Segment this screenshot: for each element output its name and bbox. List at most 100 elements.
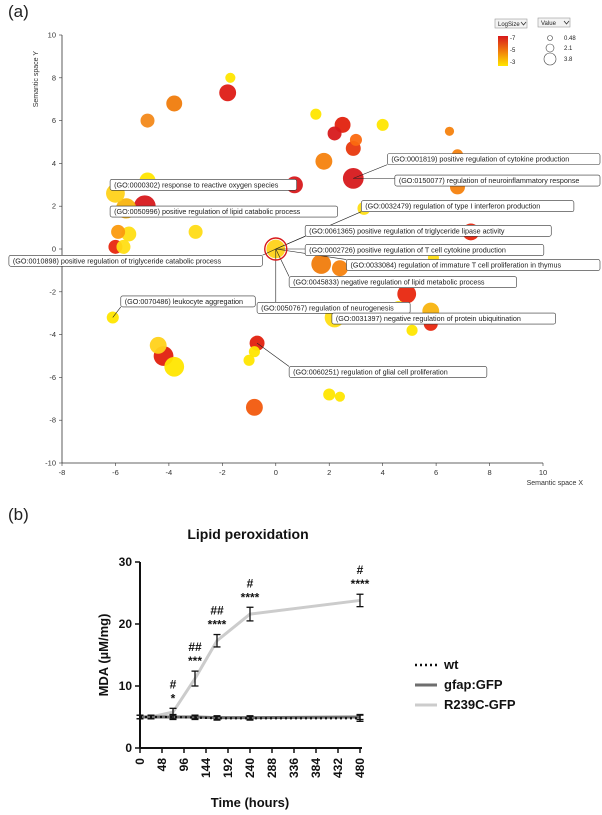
scatter-point[interactable] [315, 152, 333, 170]
panel-b-label: (b) [8, 505, 29, 524]
x-tick-label: 0 [274, 468, 278, 477]
x-tick-label: -8 [59, 468, 66, 477]
annotation-text: (GO:0050996) positive regulation of lipi… [114, 207, 301, 216]
annotation-leader-line [256, 342, 290, 367]
x-tick-label: 2 [327, 468, 331, 477]
annotation-box [120, 295, 256, 308]
annotation-box [346, 259, 601, 271]
go-term-annotation: (GO:0045833) negative regulation of lipi… [288, 276, 517, 288]
annotation-text: (GO:0031397) negative regulation of prot… [336, 314, 521, 323]
y-tick-label: -10 [45, 459, 56, 468]
scatter-point[interactable] [164, 356, 185, 377]
value-select[interactable] [537, 17, 571, 28]
y-tick-label: 4 [52, 159, 56, 168]
y-tick-label: -4 [49, 330, 56, 339]
annotation-leader-line [262, 248, 276, 256]
chart-legend: wt gfap:GFP R239C-GFP [415, 657, 516, 712]
y-tick-label: 10 [119, 679, 133, 693]
scatter-point[interactable] [376, 118, 389, 131]
annotation-box [109, 179, 297, 191]
scatter-point[interactable] [166, 95, 183, 112]
y-tick-label: 0 [52, 245, 56, 254]
y-tick-label: 10 [48, 31, 56, 40]
significance-label: **** [351, 577, 370, 591]
scatter-point[interactable] [225, 72, 236, 83]
scatter-point[interactable] [140, 113, 155, 128]
scatter-point[interactable] [331, 260, 348, 277]
x-tick-label: -6 [112, 468, 119, 477]
annotation-box [331, 312, 556, 325]
x-tick-label: 144 [199, 758, 213, 778]
x-axis-label: Time (hours) [211, 795, 290, 810]
significance-label: ## [188, 640, 202, 654]
scatter-point[interactable] [406, 324, 418, 336]
y-tick-label: 8 [52, 73, 56, 82]
scatter-point[interactable] [310, 108, 322, 120]
scatter-point[interactable] [111, 224, 126, 239]
logsize-select-label: LogSize [498, 22, 520, 28]
go-term-annotation: (GO:0070486) leukocyte aggregation [120, 295, 256, 308]
scatter-point[interactable] [327, 126, 342, 141]
annotation-text: (GO:0045833) negative regulation of lipi… [293, 278, 485, 287]
significance-label: **** [208, 618, 227, 632]
semantic-space-scatter-plot: -8 -6 -4 -2 0 2 4 6 8 101086420-2-4-6-8-10Semanti… [8, 17, 601, 487]
x-tick-label: 4 [381, 468, 385, 477]
size-legend-circle [543, 52, 557, 66]
scatter-point[interactable] [311, 254, 332, 274]
y-tick-label: -2 [49, 287, 56, 296]
annotation-box [394, 174, 601, 187]
go-term-annotation: (GO:0032479) regulation of type I interf… [360, 200, 575, 212]
scatter-point[interactable] [149, 336, 167, 354]
scatter-point[interactable] [397, 284, 417, 304]
annotation-box [360, 200, 575, 212]
x-tick-label: -4 [166, 468, 173, 477]
y-tick-label: -6 [49, 373, 56, 382]
go-term-annotation: (GO:0050996) positive regulation of lipi… [109, 205, 338, 218]
annotation-leader-line [275, 248, 290, 277]
significance-label: # [357, 563, 364, 577]
scatter-point[interactable] [116, 239, 131, 254]
x-tick-label: -2 [219, 468, 226, 477]
scatter-point[interactable] [323, 388, 336, 401]
chevron-down-icon [520, 21, 527, 26]
significance-label: # [247, 576, 254, 590]
annotation-text: (GO:0060251) regulation of glial cell pr… [293, 368, 448, 377]
significance-label: ## [210, 604, 224, 618]
x-tick-label: 480 [353, 758, 367, 778]
significance-label: # [170, 677, 177, 691]
x-tick-label: 96 [177, 758, 191, 772]
x-tick-label: 8 [487, 468, 491, 477]
significance-label: **** [241, 590, 260, 604]
size-legend-value: 3.8 [564, 57, 573, 63]
annotation-box [288, 366, 488, 378]
go-term-annotation: (GO:0033084) regulation of immature T ce… [346, 259, 601, 271]
scatter-point[interactable] [243, 354, 255, 366]
scatter-point[interactable] [121, 226, 137, 242]
color-scale-tick: -7 [510, 36, 516, 42]
scatter-point[interactable] [444, 126, 455, 136]
selected-point-ring [264, 237, 288, 261]
chart-title: Lipid peroxidation [187, 526, 308, 542]
annotation-box [304, 225, 552, 237]
annotation-text: (GO:0010898) positive regulation of trig… [13, 256, 222, 265]
scatter-point[interactable] [248, 346, 260, 358]
annotation-text: (GO:0032479) regulation of type I interf… [365, 202, 540, 211]
series-wt [136, 713, 364, 722]
logsize-select[interactable] [494, 18, 528, 29]
scatter-annotations: (GO:0001819) positive regulation of cyto… [8, 153, 601, 378]
scatter-point[interactable] [188, 224, 203, 239]
annotation-text: (GO:0000302) response to reactive oxygen… [114, 180, 279, 189]
annotation-box [304, 244, 545, 256]
scatter-point[interactable] [334, 391, 345, 402]
annotation-box [288, 276, 517, 288]
annotation-leader-line [353, 164, 388, 179]
panel-a-label: (a) [8, 2, 29, 21]
x-tick-label: 6 [434, 468, 438, 477]
scatter-point[interactable] [349, 133, 362, 146]
annotation-box [387, 153, 601, 165]
x-tick-label: 384 [309, 758, 323, 778]
scatter-point[interactable] [219, 84, 237, 102]
scatter-point[interactable] [245, 398, 263, 416]
significance-markers: #*##***##****#****#**** [170, 563, 370, 705]
annotation-text: (GO:0050767) regulation of neurogenesis [261, 303, 394, 312]
